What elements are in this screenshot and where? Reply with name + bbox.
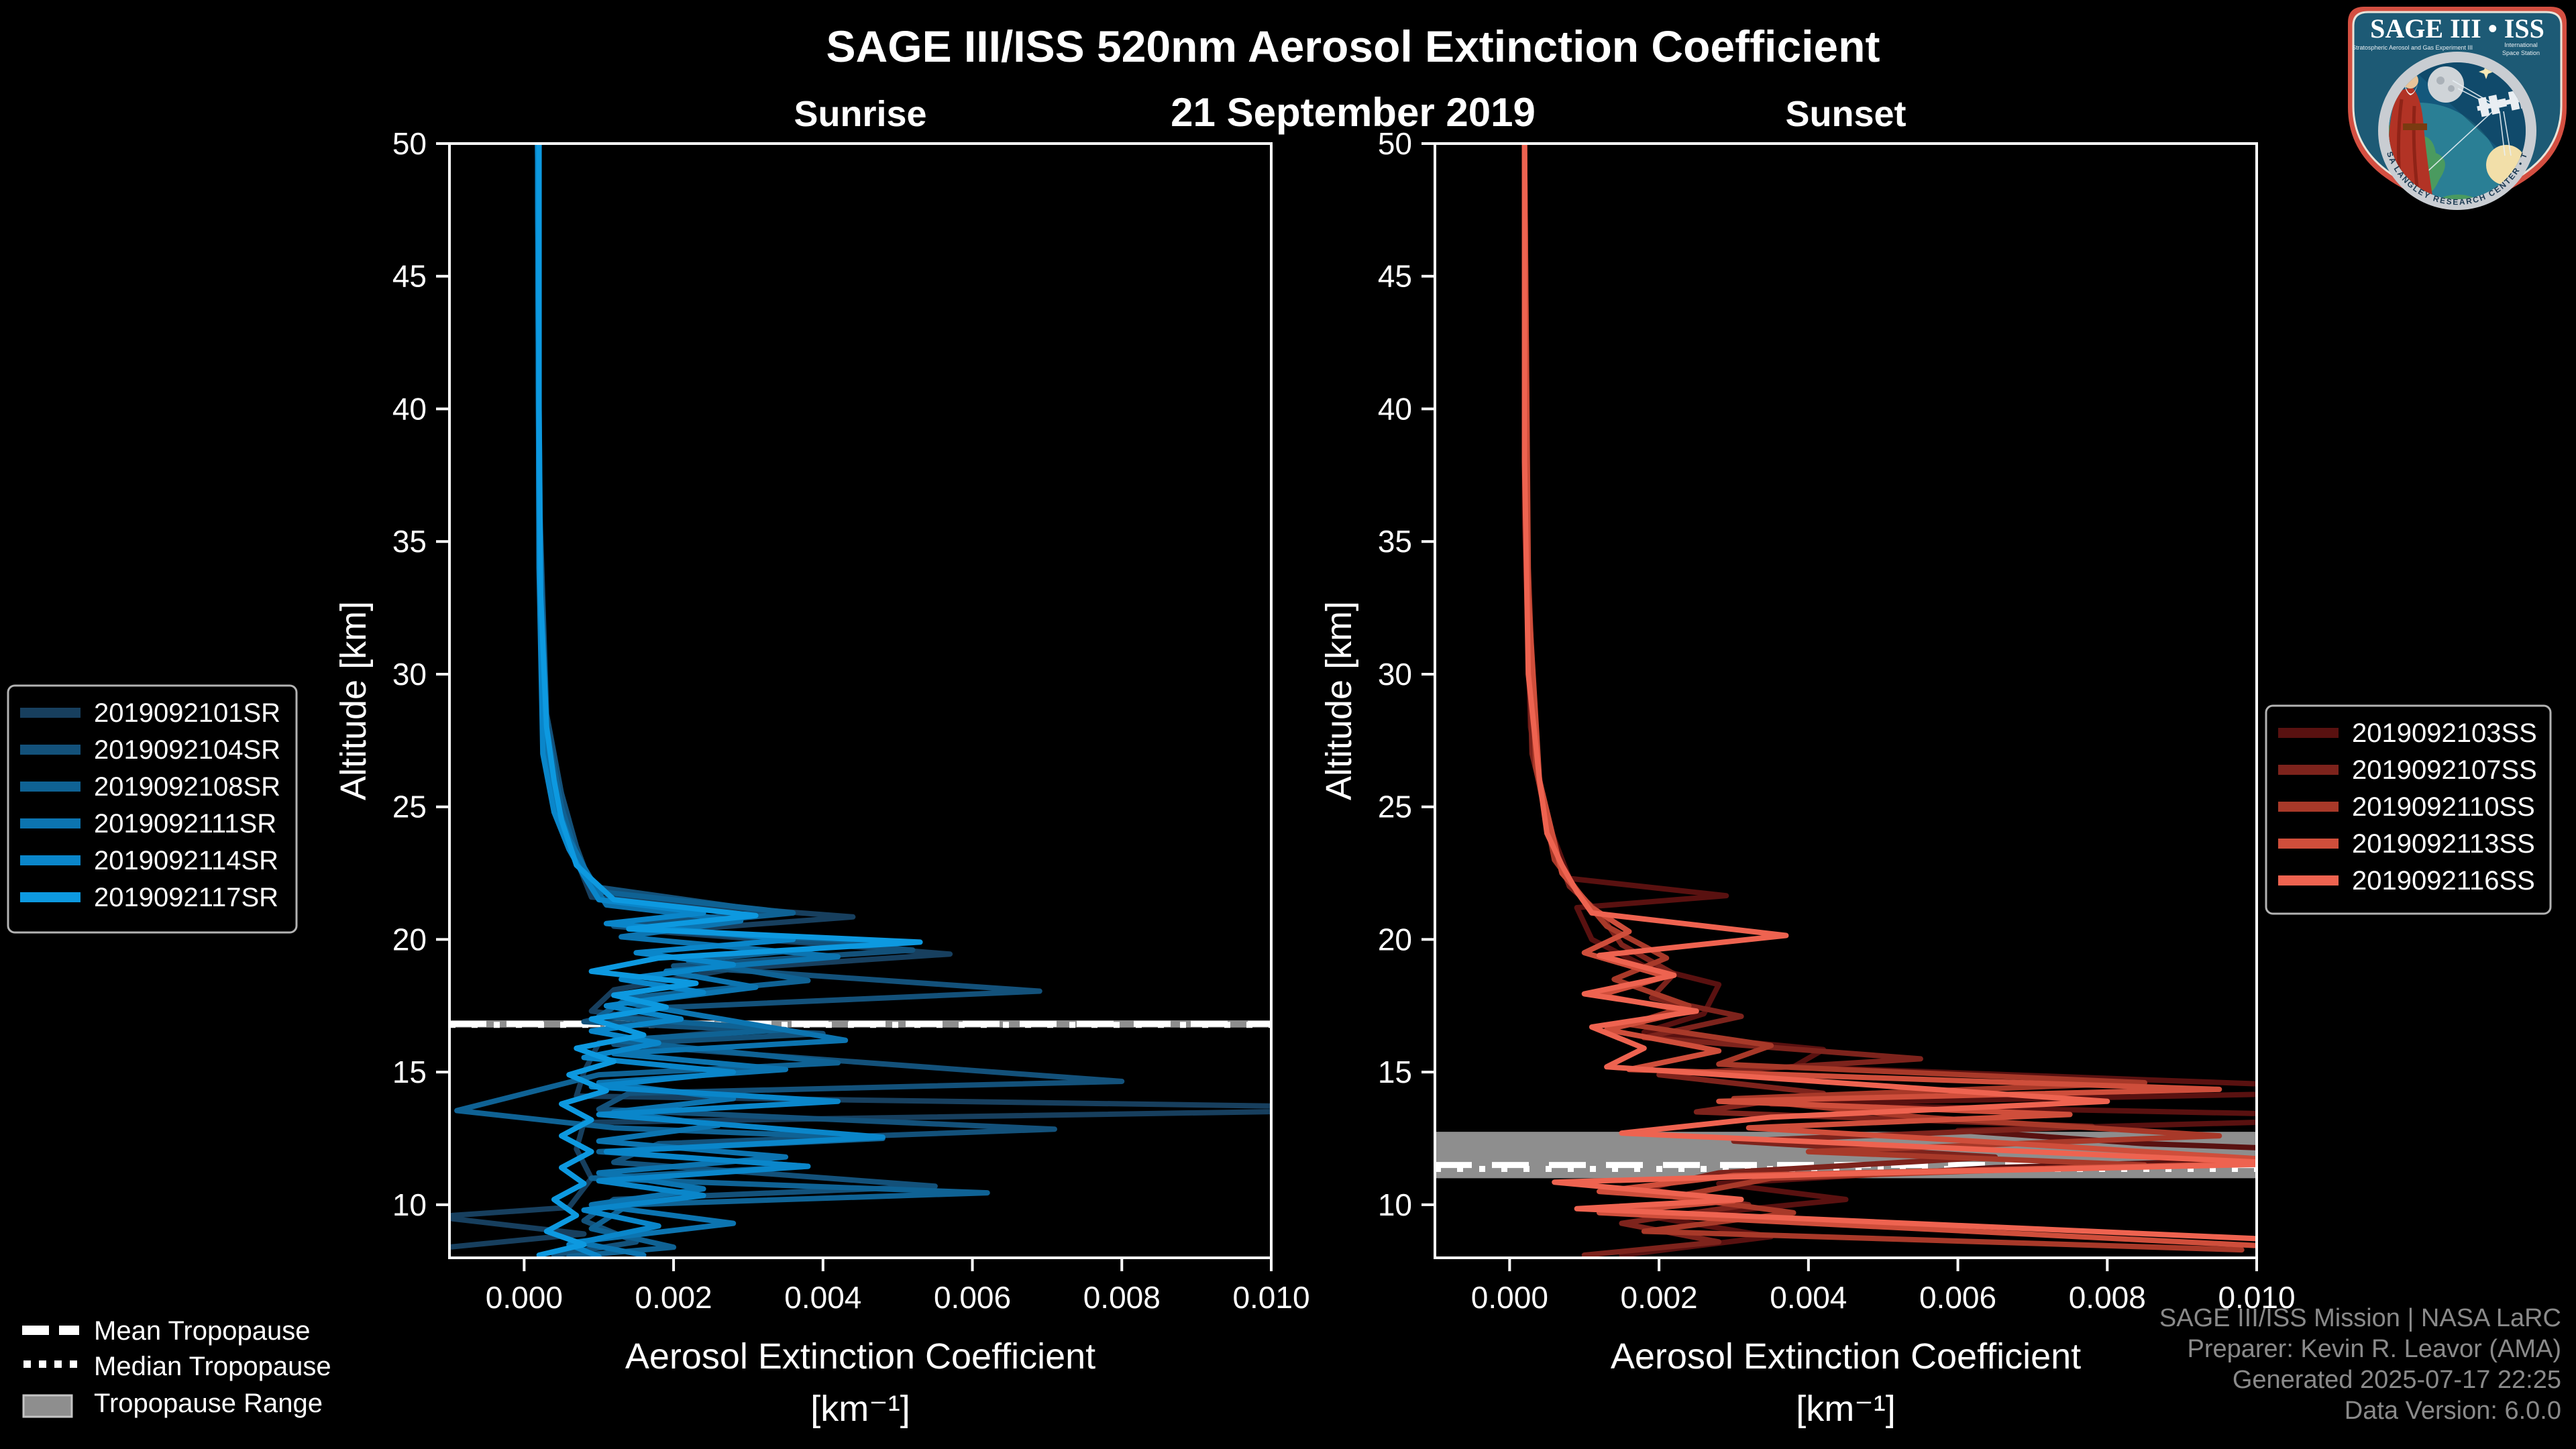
- y-tick-label: 25: [1378, 790, 1412, 824]
- tropopause-legend: Mean Tropopause Median Tropopause Tropop…: [22, 1316, 331, 1418]
- legend-label: 2019092101SR: [94, 698, 280, 728]
- y-axis-label: Altitude [km]: [1319, 601, 1359, 800]
- legend-label: 2019092110SS: [2352, 792, 2535, 822]
- x-axis-units: [km⁻¹]: [810, 1389, 910, 1429]
- legend-label: 2019092116SS: [2352, 866, 2535, 896]
- median-tropopause-label: Median Tropopause: [94, 1352, 331, 1381]
- legend-swatch-2019092116SS: [2278, 875, 2339, 885]
- y-tick-label: 45: [1378, 259, 1412, 294]
- tropopause-range-swatch-icon: [22, 1394, 73, 1418]
- y-tick-label: 30: [1378, 657, 1412, 692]
- y-tick-label: 25: [392, 790, 427, 824]
- y-tick-label: 40: [392, 391, 427, 426]
- legend-swatch-2019092110SS: [2278, 802, 2339, 812]
- logo-subtitle-right-1: International: [2504, 42, 2538, 48]
- credit-line-version: Data Version: 6.0.0: [2345, 1397, 2561, 1425]
- x-tick-label: 0.008: [2069, 1280, 2146, 1315]
- legend-swatch-2019092108SR: [20, 782, 80, 792]
- y-tick-label: 15: [392, 1055, 427, 1089]
- mean-tropopause-label: Mean Tropopause: [94, 1316, 310, 1346]
- y-tick-label: 30: [392, 657, 427, 692]
- panel-sunset: 0.000 0.002 0.004 0.006 0.008 0.010 10 15 20 25 30…: [1319, 94, 2296, 1429]
- logo-subtitle-left: Stratospheric Aerosol and Gas Experiment…: [2352, 44, 2473, 51]
- x-tick-label: 0.010: [1232, 1280, 1309, 1315]
- y-tick-label: 10: [1378, 1187, 1412, 1222]
- y-tick-label: 10: [392, 1187, 427, 1222]
- legend-label: 2019092107SS: [2352, 755, 2537, 785]
- x-axis-label: Aerosol Extinction Coefficient: [625, 1336, 1095, 1377]
- panels-group: 0.000 0.002 0.004 0.006 0.008 0.010 10 15 20 25 30…: [333, 94, 2296, 1429]
- profile-line-2019092116SS: [1521, 144, 2257, 1242]
- x-tick-label: 0.004: [1770, 1280, 1847, 1315]
- x-tick-label: 0.000: [1471, 1280, 1548, 1315]
- legend-swatch-2019092117SR: [20, 892, 80, 902]
- legend-box: [2265, 704, 2552, 915]
- legend-label: 2019092111SR: [94, 809, 276, 839]
- legend-label: 2019092113SS: [2352, 829, 2535, 859]
- credit-block: SAGE III/ISS Mission | NASA LaRC Prepare…: [2159, 1304, 2561, 1425]
- legend-swatch-2019092104SR: [20, 745, 80, 755]
- credit-line-generated: Generated 2025-07-17 22:25: [2233, 1366, 2561, 1394]
- y-tick-label: 35: [1378, 524, 1412, 559]
- profile-line-2019092114SR: [535, 144, 885, 1258]
- logo-subtitle-right-2: Space Station: [2502, 50, 2540, 56]
- legend-label: 2019092104SR: [94, 735, 280, 765]
- plot-frame: [1434, 142, 2258, 1259]
- y-tick-label: 40: [1378, 391, 1412, 426]
- x-tick-label: 0.002: [1621, 1280, 1698, 1315]
- legend-swatch-2019092114SR: [20, 855, 80, 865]
- x-tick-label: 0.008: [1083, 1280, 1161, 1315]
- mean-tropopause-swatch-icon: [22, 1326, 79, 1335]
- panel-sunrise: 0.000 0.002 0.004 0.006 0.008 0.010 10 15 20 25 30…: [333, 94, 1310, 1429]
- panel-title: Sunset: [1785, 94, 1906, 134]
- moon-icon: [2428, 66, 2464, 103]
- credit-line-mission: SAGE III/ISS Mission | NASA LaRC: [2159, 1304, 2561, 1332]
- credit-line-preparer: Preparer: Kevin R. Leavor (AMA): [2187, 1335, 2561, 1363]
- x-tick-label: 0.010: [2218, 1280, 2295, 1315]
- plot-frame: [448, 142, 1273, 1259]
- legend-swatch-2019092101SR: [20, 708, 80, 718]
- y-tick-label: 35: [392, 524, 427, 559]
- panel-title: Sunrise: [794, 94, 926, 134]
- tropopause-range-label: Tropopause Range: [94, 1389, 323, 1418]
- x-axis-label: Aerosol Extinction Coefficient: [1611, 1336, 2081, 1377]
- y-tick-label: 50: [1378, 126, 1412, 161]
- legend-label: 2019092117SR: [94, 883, 278, 912]
- legend-swatch-2019092111SR: [20, 818, 80, 828]
- x-tick-label: 0.000: [486, 1280, 563, 1315]
- legend-label: 2019092114SR: [94, 846, 278, 875]
- y-tick-label: 45: [392, 259, 427, 294]
- legend-swatch-2019092107SS: [2278, 765, 2339, 775]
- x-tick-label: 0.006: [1919, 1280, 1996, 1315]
- legend-label: 2019092108SR: [94, 772, 280, 802]
- profile-line-2019092117SR: [536, 144, 923, 1258]
- y-tick-label: 20: [392, 922, 427, 957]
- legend-swatch-2019092103SS: [2278, 728, 2339, 738]
- date-subtitle: 21 September 2019: [1171, 90, 1536, 135]
- logo-title: SAGE III • ISS: [2370, 13, 2544, 44]
- profile-line-2019092111SR: [535, 144, 849, 1258]
- x-tick-label: 0.002: [635, 1280, 712, 1315]
- median-tropopause-swatch-icon: [23, 1360, 77, 1368]
- x-tick-label: 0.006: [934, 1280, 1011, 1315]
- legend-sunset: 2019092103SS 2019092107SS 2019092110SS 2019…: [2265, 704, 2552, 915]
- y-tick-label: 50: [392, 126, 427, 161]
- series-legends-group: 2019092101SR 2019092104SR 2019092108SR 2019…: [7, 684, 2552, 934]
- y-tick-label: 20: [1378, 922, 1412, 957]
- legend-swatch-2019092113SS: [2278, 839, 2339, 849]
- y-axis-label: Altitude [km]: [333, 601, 374, 800]
- legend-label: 2019092103SS: [2352, 718, 2537, 748]
- page-title: SAGE III/ISS 520nm Aerosol Extinction Co…: [826, 21, 1880, 71]
- legend-sunrise: 2019092101SR 2019092104SR 2019092108SR 2019…: [7, 684, 298, 934]
- x-tick-label: 0.004: [784, 1280, 861, 1315]
- x-axis-units: [km⁻¹]: [1796, 1389, 1895, 1429]
- y-tick-label: 15: [1378, 1055, 1412, 1089]
